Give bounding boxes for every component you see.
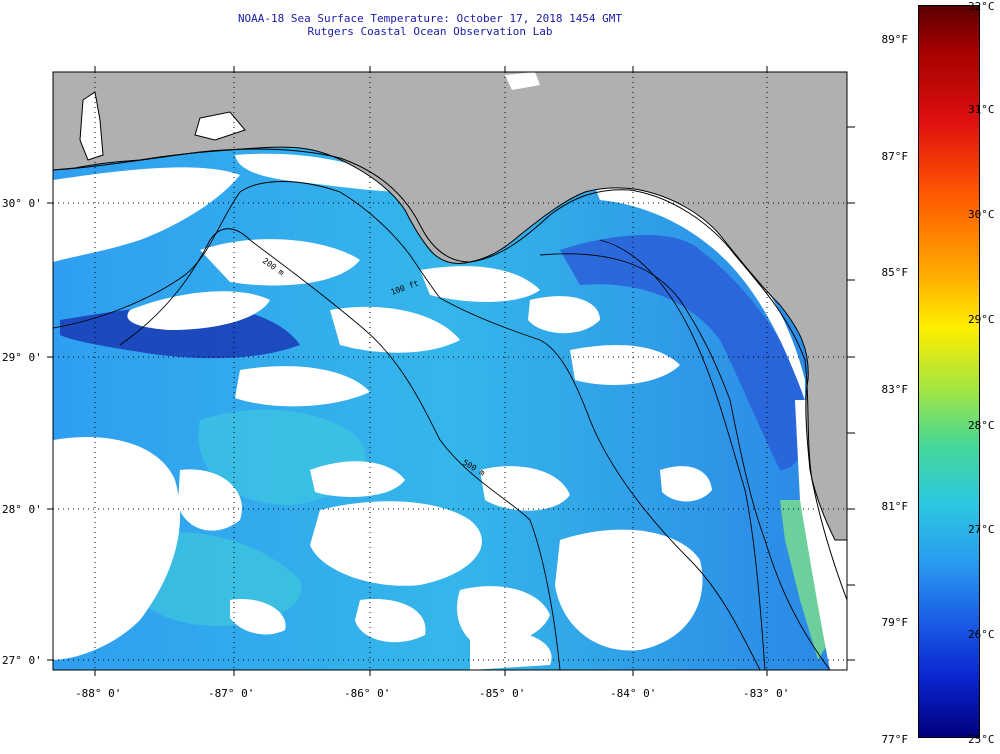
colorbar-f-77: 77°F: [881, 733, 909, 746]
coastline: [53, 148, 847, 601]
isobath-nearshore: [539, 253, 831, 670]
axis-ticks: [47, 66, 855, 676]
colorbar-f-87: 87°F: [881, 150, 909, 163]
colorbar-c-32: 32°C: [968, 0, 995, 13]
colorbar-c-26: 26°C: [968, 628, 995, 641]
lon-label-86: -86° 0': [344, 687, 390, 700]
colorbar-f-79: 79°F: [881, 616, 909, 629]
isobath-200m: [119, 228, 561, 670]
lon-label-88: -88° 0': [75, 687, 121, 700]
colorbar-c-30: 30°C: [968, 208, 995, 221]
lon-label-84: -84° 0': [610, 687, 656, 700]
apalachee-inlet: [505, 72, 540, 90]
map-title: NOAA-18 Sea Surface Temperature: October…: [237, 12, 623, 25]
colorbar-c-29: 29°C: [968, 313, 995, 326]
lat-label-28: 28° 0': [2, 503, 42, 516]
colorbar-c-28: 28°C: [968, 419, 995, 432]
lat-label-27: 27° 0': [2, 654, 42, 667]
colorbar-f-85: 85°F: [881, 266, 909, 279]
lon-label-85: -85° 0': [479, 687, 525, 700]
colorbar-c-27: 27°C: [968, 523, 995, 536]
map-frame: [52, 71, 848, 671]
lat-label-29: 29° 0': [2, 351, 42, 364]
colorbar-f-89: 89°F: [881, 33, 909, 46]
land-mass: [53, 72, 847, 541]
warm-nearshore-strip: [780, 500, 830, 660]
lon-label-87: -87° 0': [208, 687, 254, 700]
colorbar-c-31: 31°C: [968, 103, 995, 116]
lon-label-83: -83° 0': [743, 687, 789, 700]
temperature-colorbar: [918, 5, 980, 738]
isobath-shelf-edge: [599, 239, 766, 670]
colorbar-f-81: 81°F: [881, 500, 909, 513]
isobath-shallow: [53, 181, 761, 670]
colorbar-f-83: 83°F: [881, 383, 909, 396]
choctawhatchee-bay: [194, 111, 246, 141]
cold-water-shelf: [560, 235, 805, 470]
lat-label-30: 30° 0': [2, 197, 42, 210]
map-subtitle: Rutgers Coastal Ocean Observation Lab: [307, 25, 553, 38]
colorbar-c-25: 25°C: [968, 733, 995, 746]
